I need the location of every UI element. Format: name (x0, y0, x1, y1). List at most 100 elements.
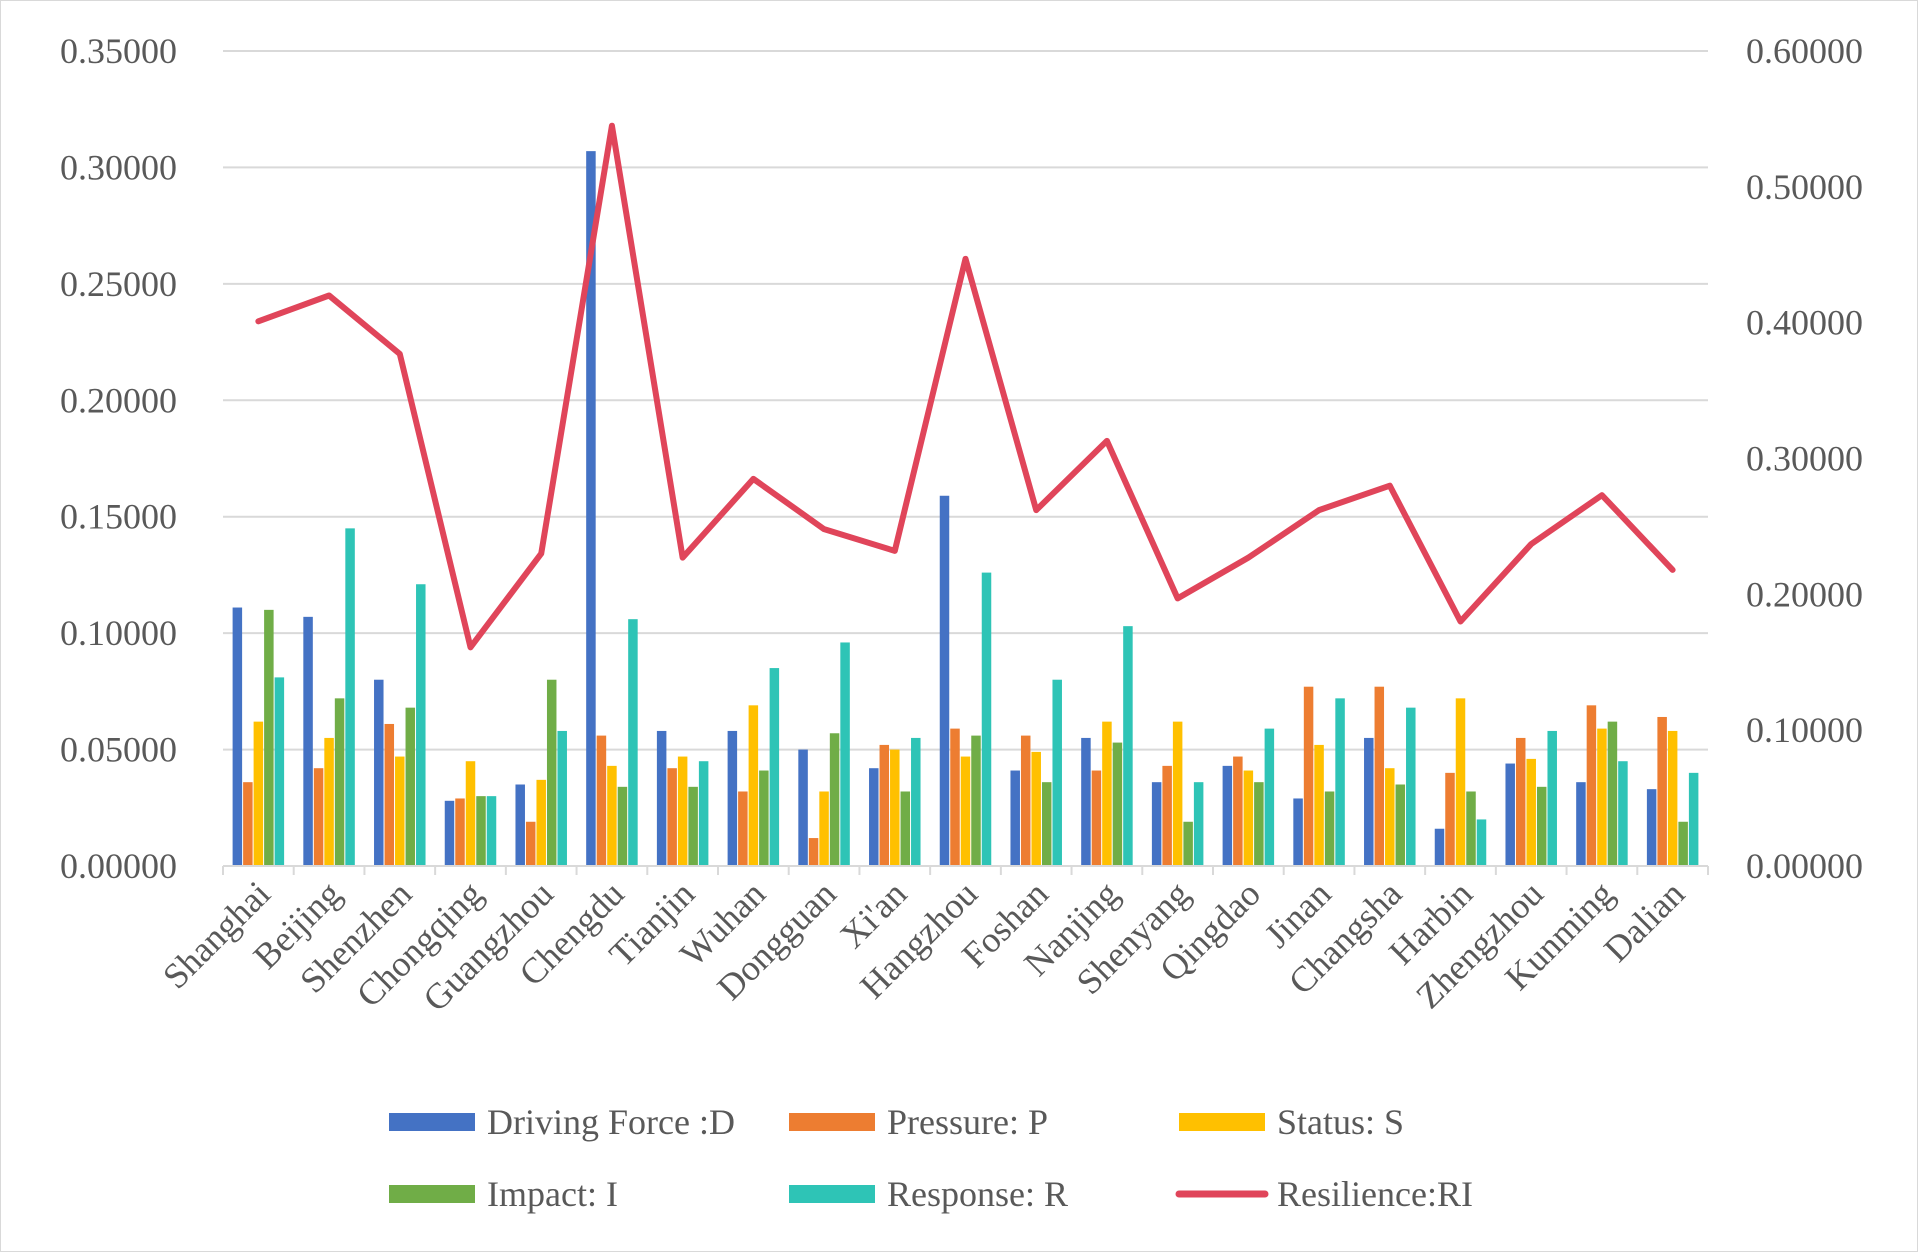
bar-status (536, 779, 546, 866)
line-resilience (255, 122, 1676, 651)
legend-label: Status: S (1277, 1102, 1404, 1142)
bar-driving-force (1505, 763, 1515, 866)
bar-impact (1324, 791, 1335, 866)
bar-driving-force (515, 784, 525, 866)
line-layer (255, 122, 1676, 651)
legend-label: Resilience:RI (1277, 1174, 1473, 1214)
legend-label: Response: R (887, 1174, 1068, 1214)
bar-driving-force (1434, 828, 1445, 866)
bar-status (1385, 768, 1395, 866)
y-right-tick-label: 0.30000 (1746, 439, 1863, 479)
bar-response (698, 761, 709, 866)
y-left-tick-label: 0.20000 (60, 380, 177, 420)
grid-layer (223, 50, 1708, 751)
bar-impact (546, 679, 557, 866)
bar-driving-force (232, 607, 243, 866)
bar-pressure (525, 821, 536, 866)
bar-driving-force (1576, 782, 1586, 866)
bar-response (1193, 782, 1204, 866)
legend-label: Driving Force :D (487, 1102, 735, 1142)
bar-response (1476, 819, 1487, 866)
bar-status (748, 705, 759, 866)
bar-driving-force (1222, 765, 1233, 866)
bar-status (1102, 721, 1112, 866)
bar-driving-force (1646, 789, 1657, 866)
axis-layer: 0.00000 0.05000 0.10000 0.15000 0.20000 0.250… (60, 31, 1863, 1019)
bar-impact (476, 796, 486, 866)
bar-driving-force (1010, 770, 1020, 866)
bar-pressure (808, 838, 819, 866)
bar-driving-force (303, 616, 313, 866)
bar-response (1618, 761, 1628, 866)
legend-item: Impact: I (389, 1174, 618, 1214)
bar-pressure (384, 723, 395, 866)
bar-driving-force (656, 730, 667, 866)
bar-driving-force (374, 679, 384, 866)
legend-swatch (789, 1113, 875, 1131)
bar-impact (829, 733, 840, 866)
bar-impact (334, 698, 345, 866)
bar-pressure (1091, 770, 1102, 866)
bar-status (1172, 721, 1183, 866)
bar-response (1052, 679, 1062, 866)
bar-impact (1254, 782, 1264, 866)
bar-response (1406, 707, 1416, 866)
legend-swatch (389, 1113, 475, 1131)
bar-status (1031, 751, 1041, 866)
bar-response (274, 677, 285, 866)
bar-response (769, 668, 780, 866)
bar-pressure (1374, 686, 1385, 866)
legend-swatch (389, 1185, 475, 1203)
bar-pressure (1303, 686, 1314, 866)
bar-pressure (667, 768, 677, 866)
bar-response (1264, 728, 1275, 866)
y-right-tick-label: 0.50000 (1746, 167, 1863, 207)
bar-driving-force (586, 151, 596, 867)
bar-impact (1395, 784, 1406, 866)
y-left-tick-label: 0.15000 (60, 497, 177, 537)
bar-pressure (596, 735, 607, 866)
bar-response (911, 737, 921, 866)
legend-layer: Driving Force :D Pressure: P Status: S Impa… (389, 1102, 1473, 1214)
bar-impact (688, 786, 698, 866)
bar-driving-force (1364, 737, 1374, 866)
bar-response (840, 642, 850, 866)
y-left-tick-label: 0.25000 (60, 264, 177, 304)
bar-pressure (243, 782, 253, 866)
bars-layer (232, 151, 1699, 867)
y-left-tick-label: 0.30000 (60, 147, 177, 187)
bar-response (628, 619, 638, 866)
bar-pressure (1515, 737, 1526, 866)
bar-pressure (879, 744, 890, 866)
bar-status (1455, 698, 1466, 866)
bar-response (486, 796, 497, 866)
bar-impact (1112, 742, 1123, 866)
bar-status (1526, 758, 1536, 866)
y-left-tick-label: 0.10000 (60, 613, 177, 653)
bar-status (465, 761, 476, 866)
bar-impact (617, 786, 628, 866)
bar-impact (1183, 821, 1193, 866)
legend-item: Driving Force :D (389, 1102, 735, 1142)
bar-impact (264, 609, 274, 866)
bar-driving-force (727, 730, 738, 866)
bar-pressure (950, 728, 960, 866)
y-left-tick-label: 0.35000 (60, 31, 177, 71)
bar-response (557, 730, 567, 866)
y-right-tick-label: 0.00000 (1746, 846, 1863, 886)
bar-pressure (1162, 765, 1172, 866)
bar-response (1335, 698, 1345, 866)
bar-status (890, 749, 900, 866)
bar-status (960, 756, 971, 866)
bar-response (1688, 772, 1699, 866)
bar-driving-force (939, 495, 950, 866)
y-right-tick-label: 0.20000 (1746, 574, 1863, 614)
bar-impact (971, 735, 981, 866)
bar-pressure (1233, 756, 1243, 866)
bar-pressure (313, 768, 324, 866)
bar-status (607, 765, 617, 866)
bar-driving-force (798, 749, 808, 866)
y-right-tick-label: 0.40000 (1746, 303, 1863, 343)
